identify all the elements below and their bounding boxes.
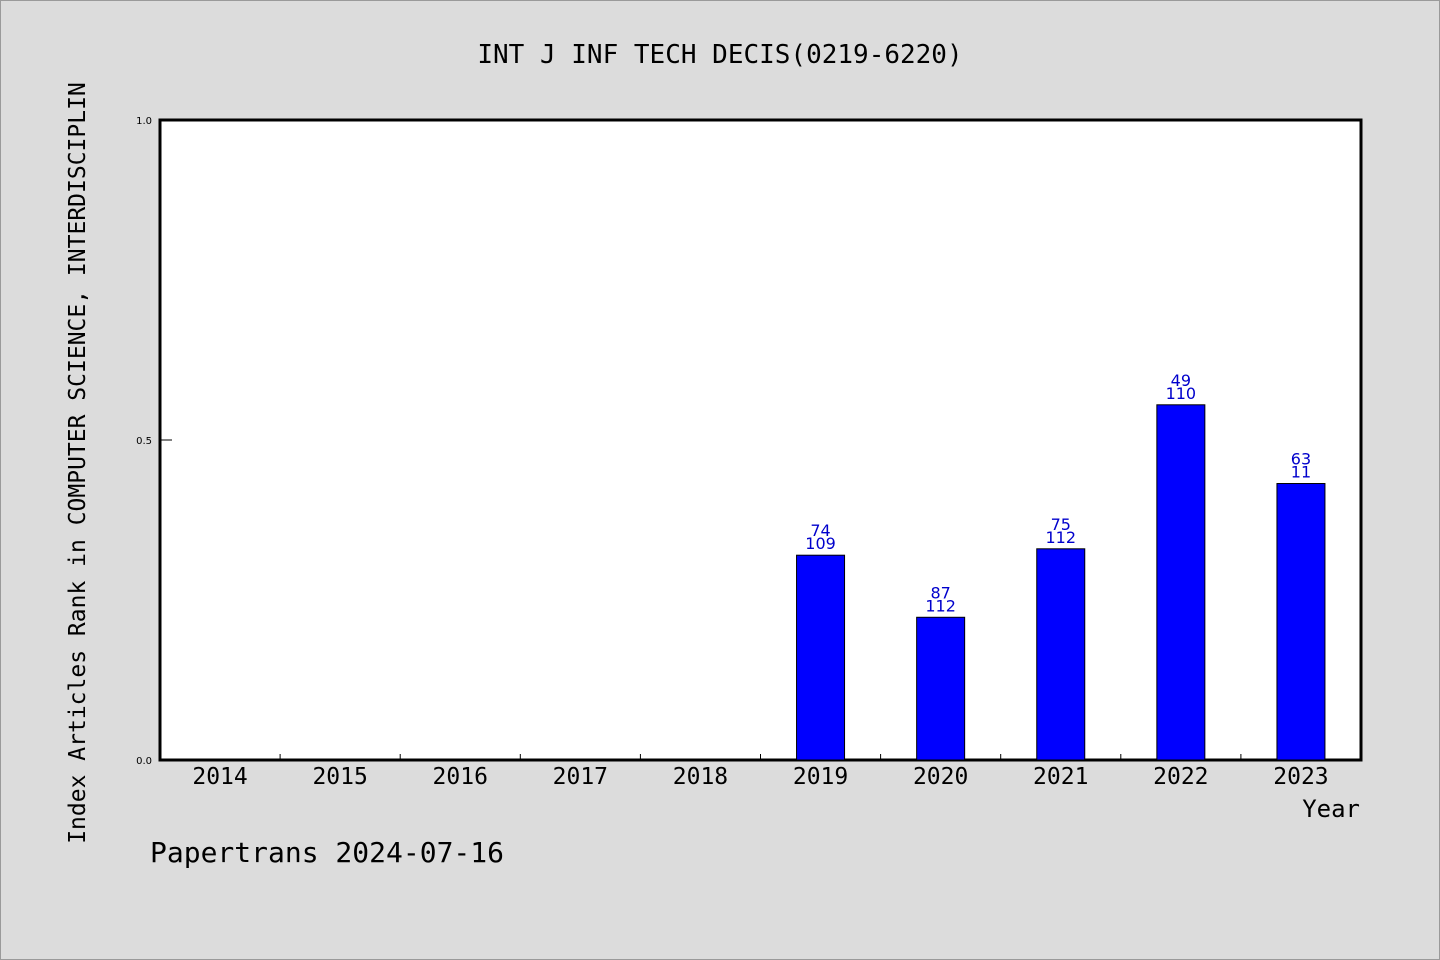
bar [1276,483,1326,761]
x-tick-label: 2014 [192,764,247,790]
x-tick-label: 2023 [1273,764,1328,790]
bar-label-top: 74 [810,521,830,540]
bar [796,554,846,761]
y-tick-label: 0.0 [136,756,152,767]
x-tick-label: 2019 [793,764,848,790]
bar-label-bottom: 110 [1166,384,1197,403]
x-axis-label: Year [1302,795,1360,823]
x-tick-label: 2022 [1153,764,1208,790]
bar-label-bottom: 109 [805,534,836,553]
x-tick-label: 2020 [913,764,968,790]
y-tick-label: 0.5 [136,436,152,447]
bar-label-top: 87 [930,583,950,602]
x-tick-label: 2015 [312,764,367,790]
bar-label-top: 75 [1051,515,1071,534]
chart-title: INT J INF TECH DECIS(0219-6220) [477,40,962,70]
x-tick-label: 2018 [673,764,728,790]
x-tick-label: 2021 [1033,764,1088,790]
x-ticks-group: 2014 2015 2016 2017 2018 2019 2020 2021 2022 2023 [192,754,1329,790]
bar [916,616,966,761]
bar-label-top: 49 [1171,371,1191,390]
x-tick-label: 2016 [433,764,488,790]
footer-text: Papertrans 2024-07-16 [150,836,504,869]
bar-label-bottom: 11 [1291,463,1311,482]
bar-label-bottom: 112 [1045,528,1076,547]
bar-label-bottom: 112 [925,596,956,615]
y-axis-label: Index Articles Rank in COMPUTER SCIENCE,… [65,82,91,844]
y-tick-label: 1.0 [136,116,152,127]
bar-label-top: 63 [1291,450,1311,469]
y-ticks-group: 0.0 0.5 1.0 [136,116,172,767]
x-tick-label: 2017 [553,764,608,790]
bar [1156,404,1206,761]
bar [1036,548,1086,761]
bars-group [796,404,1326,761]
